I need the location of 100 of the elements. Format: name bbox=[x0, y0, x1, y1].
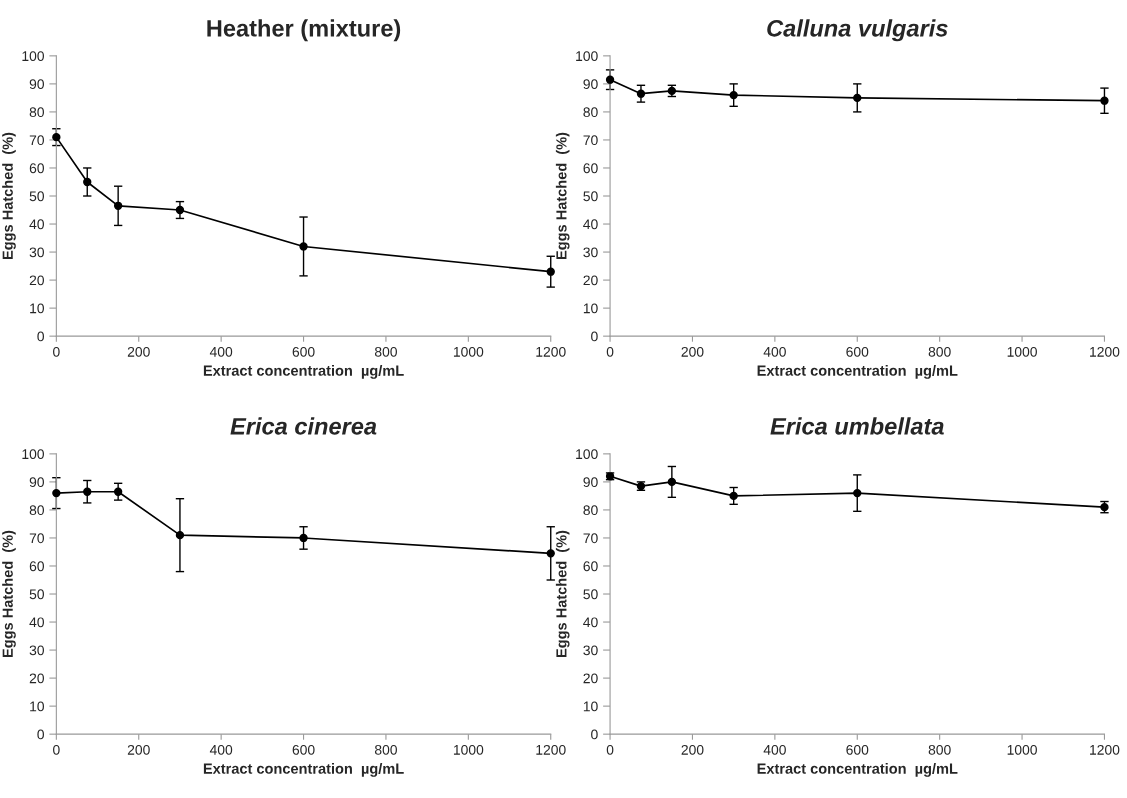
x-tick-label: 400 bbox=[763, 346, 786, 357]
point bbox=[546, 549, 555, 558]
x-tick-label: 800 bbox=[928, 346, 951, 357]
y-tick-label: 20 bbox=[29, 275, 44, 286]
y-tick-label: 70 bbox=[583, 533, 598, 544]
x-axis-title: Extract concentration µg/mL bbox=[757, 365, 958, 379]
x-tick-label: 1200 bbox=[1090, 346, 1120, 357]
y-tick-label: 60 bbox=[29, 561, 44, 572]
y-tick-label: 100 bbox=[22, 449, 44, 460]
y-tick-label: 20 bbox=[29, 673, 44, 684]
point bbox=[83, 177, 92, 187]
y-tick-label: 80 bbox=[583, 505, 598, 516]
x-tick-label: 1000 bbox=[1007, 744, 1037, 755]
point bbox=[113, 487, 123, 496]
y-tick-label: 10 bbox=[30, 701, 44, 712]
x-tick-label: 600 bbox=[292, 744, 315, 755]
y-tick-label: 40 bbox=[29, 617, 44, 628]
x-axis-title: Extract concentration µg/mL bbox=[203, 763, 404, 777]
x-tick-label: 1000 bbox=[1007, 346, 1037, 357]
x-axis-title: Extract concentration µg/mL bbox=[203, 365, 404, 379]
y-tick-label: 100 bbox=[576, 51, 598, 62]
y-tick-label: 20 bbox=[583, 673, 598, 684]
x-tick-label: 1000 bbox=[453, 744, 484, 755]
point bbox=[729, 90, 738, 100]
y-tick-label: 20 bbox=[583, 275, 598, 286]
y-tick-label: 60 bbox=[583, 561, 598, 572]
x-tick-label: 400 bbox=[209, 346, 233, 357]
y-axis-title: Eggs Hatched (%) bbox=[2, 132, 16, 260]
x-tick-label: 1200 bbox=[536, 744, 566, 755]
x-tick-label: 400 bbox=[209, 744, 233, 755]
point bbox=[636, 89, 646, 98]
y-tick-label: 0 bbox=[591, 729, 598, 740]
y-tick-label: 50 bbox=[583, 589, 598, 600]
y-tick-label: 70 bbox=[583, 135, 598, 146]
point bbox=[605, 472, 615, 481]
y-tick-label: 40 bbox=[29, 219, 44, 230]
point bbox=[667, 477, 677, 487]
x-tick-label: 400 bbox=[763, 744, 786, 755]
point bbox=[299, 533, 308, 543]
x-tick-label: 1200 bbox=[536, 346, 566, 357]
y-tick-label: 10 bbox=[583, 701, 598, 712]
point bbox=[546, 267, 555, 276]
y-tick-label: 0 bbox=[591, 331, 598, 342]
y-tick-label: 30 bbox=[583, 645, 598, 656]
y-tick-label: 90 bbox=[583, 477, 598, 488]
x-tick-label: 0 bbox=[606, 346, 614, 357]
point bbox=[853, 93, 862, 103]
chart-title: Calluna vulgaris bbox=[767, 19, 948, 42]
x-axis-title: Extract concentration µg/mL bbox=[757, 763, 958, 777]
y-tick-label: 60 bbox=[583, 163, 598, 174]
y-axis-title: Eggs Hatched (%) bbox=[2, 530, 16, 658]
y-axis-title: Eggs Hatched (%) bbox=[555, 132, 570, 260]
y-tick-label: 40 bbox=[583, 617, 598, 628]
y-tick-label: 80 bbox=[583, 107, 598, 118]
x-tick-label: 200 bbox=[127, 346, 150, 357]
y-tick-label: 50 bbox=[29, 589, 44, 600]
y-tick-label: 80 bbox=[29, 107, 44, 118]
y-tick-label: 0 bbox=[37, 331, 44, 342]
y-tick-label: 50 bbox=[29, 191, 44, 202]
point bbox=[113, 201, 123, 210]
x-tick-label: 0 bbox=[606, 744, 614, 755]
x-tick-label: 600 bbox=[292, 346, 315, 357]
x-tick-label: 800 bbox=[928, 744, 951, 755]
y-tick-label: 30 bbox=[29, 247, 44, 258]
point bbox=[52, 488, 61, 498]
y-tick-label: 100 bbox=[22, 51, 44, 62]
point bbox=[1100, 96, 1109, 105]
x-tick-label: 600 bbox=[846, 346, 869, 357]
point bbox=[175, 205, 185, 215]
y-tick-label: 70 bbox=[29, 135, 44, 146]
point bbox=[853, 488, 862, 498]
y-tick-label: 60 bbox=[29, 163, 44, 174]
y-axis-title: Eggs Hatched (%) bbox=[555, 530, 570, 658]
chart-title: Heather (mixture) bbox=[207, 19, 401, 42]
y-tick-label: 30 bbox=[583, 247, 598, 258]
x-tick-label: 0 bbox=[53, 346, 60, 357]
x-tick-label: 200 bbox=[127, 744, 150, 755]
x-tick-label: 800 bbox=[374, 744, 397, 755]
y-tick-label: 80 bbox=[29, 505, 44, 516]
point bbox=[605, 75, 615, 84]
y-tick-label: 90 bbox=[29, 79, 44, 90]
y-tick-label: 40 bbox=[583, 219, 598, 230]
y-tick-label: 90 bbox=[583, 79, 598, 90]
point bbox=[52, 132, 61, 142]
point bbox=[299, 242, 308, 251]
x-tick-label: 600 bbox=[846, 744, 869, 755]
point bbox=[175, 530, 185, 540]
y-tick-label: 10 bbox=[30, 303, 44, 314]
x-tick-label: 1200 bbox=[1090, 744, 1120, 755]
y-tick-label: 90 bbox=[29, 477, 44, 488]
y-tick-label: 0 bbox=[37, 729, 44, 740]
x-tick-label: 800 bbox=[374, 346, 397, 357]
x-tick-label: 1000 bbox=[453, 346, 484, 357]
chart-title: Erica cinerea bbox=[230, 417, 377, 435]
y-tick-label: 30 bbox=[29, 645, 44, 656]
chart-title: Erica umbellata bbox=[770, 417, 944, 435]
point bbox=[83, 487, 92, 496]
x-tick-label: 200 bbox=[681, 744, 704, 755]
x-tick-label: 200 bbox=[681, 346, 704, 357]
y-tick-label: 70 bbox=[29, 533, 44, 544]
